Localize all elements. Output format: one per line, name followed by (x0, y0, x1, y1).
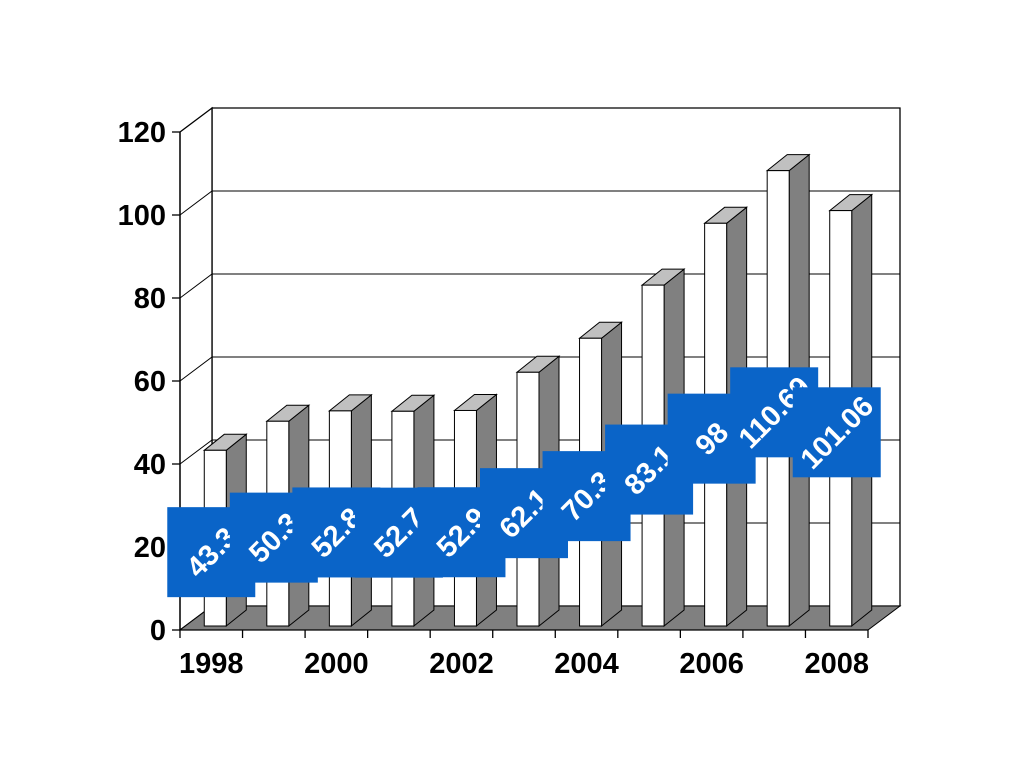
y-tick-label: 60 (134, 366, 166, 398)
data-labels: 43.3 50.3 52.8 52.7 52.9 62.1 70.3 83.1 98110.69… (167, 367, 881, 598)
y-tick-label: 80 (134, 283, 166, 315)
x-tick-label: 2006 (679, 648, 744, 680)
y-tick-label: 0 (150, 615, 166, 647)
y-tick-label: 40 (134, 449, 166, 481)
x-tick-label: 2002 (429, 648, 494, 680)
data-label: 101.06 (792, 387, 881, 478)
x-tick-label: 2008 (804, 648, 869, 680)
y-tick-label: 20 (134, 532, 166, 564)
y-tick-label: 100 (118, 200, 166, 232)
x-tick-label: 2000 (304, 648, 369, 680)
y-tick-label: 120 (118, 117, 166, 149)
gridline (179, 190, 900, 216)
x-tick-label: 2004 (554, 648, 619, 680)
x-tick-label: 1998 (179, 648, 244, 680)
data-label-box (792, 387, 881, 478)
